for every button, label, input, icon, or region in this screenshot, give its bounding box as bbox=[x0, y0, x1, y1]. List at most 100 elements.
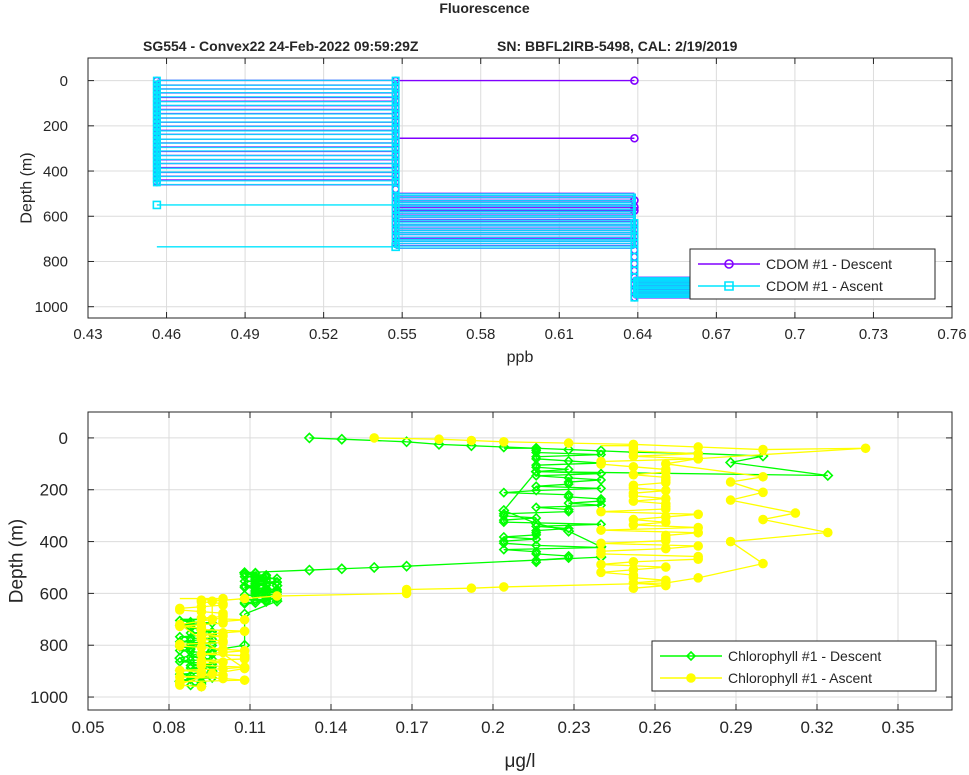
profile-segment bbox=[244, 595, 278, 600]
legend-marker bbox=[724, 259, 734, 269]
y-tick-label: 400 bbox=[43, 163, 68, 180]
data-point bbox=[261, 595, 272, 606]
profile-segment bbox=[730, 531, 828, 543]
data-point bbox=[531, 527, 542, 538]
figure-title: Fluorescence bbox=[439, 0, 530, 16]
data-point bbox=[531, 533, 542, 545]
data-point bbox=[303, 432, 316, 444]
profile-segment bbox=[179, 649, 213, 659]
y-axis-label: Depth (m) bbox=[19, 152, 36, 223]
profile-segment bbox=[633, 558, 699, 563]
profile-segment bbox=[600, 526, 699, 531]
data-point bbox=[563, 491, 574, 502]
profile-segment bbox=[503, 582, 666, 588]
y-tick-label: 0 bbox=[59, 429, 68, 448]
data-point bbox=[693, 442, 704, 452]
profile-segment bbox=[633, 497, 666, 502]
data-point bbox=[531, 557, 542, 568]
data-point bbox=[758, 471, 768, 482]
x-tick-label: 0.52 bbox=[309, 326, 338, 343]
data-point bbox=[498, 487, 509, 498]
profile-segment bbox=[568, 500, 602, 504]
y-tick-label: 1000 bbox=[30, 688, 68, 707]
profile-segment bbox=[762, 512, 796, 521]
data-point bbox=[595, 493, 607, 505]
data-point bbox=[628, 439, 639, 450]
profile-segment bbox=[600, 529, 699, 534]
data-point bbox=[630, 293, 639, 302]
data-point bbox=[498, 504, 510, 517]
data-point bbox=[660, 578, 671, 588]
data-point bbox=[758, 487, 768, 498]
profile-segment bbox=[568, 479, 602, 483]
legend-marker bbox=[686, 673, 696, 683]
data-point bbox=[530, 442, 542, 454]
profile-segment bbox=[503, 542, 537, 547]
profile-segment bbox=[633, 577, 666, 581]
series-cdom-ascent bbox=[152, 76, 878, 302]
legend: CDOM #1 - Descent CDOM #1 - Ascent bbox=[689, 248, 936, 300]
chart-2: 0.05 0.08 0.11 0.14 0.17 0.2 0.23 0.26 0.29 0.32 0… bbox=[7, 411, 953, 772]
profile-segment bbox=[600, 542, 699, 547]
legend-entry-label: CDOM #1 - Descent bbox=[766, 256, 892, 272]
x-ticks: 0.05 0.08 0.11 0.14 0.17 0.2 0.23 0.26 0.29 0.32 0… bbox=[71, 412, 915, 737]
x-tick-label: 0.08 bbox=[152, 718, 185, 737]
data-point bbox=[250, 598, 261, 609]
x-tick-label: 0.35 bbox=[881, 718, 914, 737]
data-point bbox=[498, 538, 509, 549]
profile-segment bbox=[633, 521, 666, 526]
data-point bbox=[530, 465, 542, 478]
profile-segment bbox=[244, 602, 256, 605]
profile-segment bbox=[600, 569, 634, 574]
profile-segment bbox=[665, 463, 764, 478]
profile-segment bbox=[633, 450, 699, 455]
data-point bbox=[196, 681, 207, 692]
data-point bbox=[563, 523, 574, 534]
profile-segment bbox=[600, 458, 699, 463]
profile-segment bbox=[568, 530, 602, 548]
y-ticks: 0 200 400 600 800 1000 bbox=[30, 429, 952, 707]
profile-segment bbox=[536, 522, 569, 532]
data-point bbox=[693, 573, 704, 583]
profile-segment bbox=[212, 667, 245, 675]
profile-segment bbox=[633, 516, 666, 521]
profile-segment bbox=[276, 592, 407, 597]
data-point bbox=[391, 242, 400, 252]
profile-segment bbox=[665, 545, 699, 550]
profile-segment bbox=[730, 476, 764, 483]
profile-segment bbox=[503, 491, 569, 496]
profile-segment bbox=[503, 509, 537, 525]
data-point bbox=[152, 200, 162, 210]
profile-segment bbox=[406, 556, 602, 567]
profile-segment bbox=[536, 506, 569, 511]
figure-subtitle-left: SG554 - Convex22 24-Feb-2022 09:59:29Z bbox=[143, 38, 419, 54]
x-tick-label: 0.17 bbox=[395, 718, 428, 737]
data-point bbox=[531, 485, 542, 496]
profile-segment bbox=[536, 458, 569, 462]
profile-segment bbox=[665, 513, 699, 518]
data-point bbox=[630, 133, 639, 143]
legend-entry-label: Chlorophyll #1 - Ascent bbox=[728, 670, 872, 686]
data-point bbox=[238, 567, 251, 579]
data-point bbox=[628, 583, 639, 594]
profile-segment bbox=[730, 481, 764, 493]
axes-box bbox=[87, 57, 953, 319]
data-point bbox=[434, 434, 444, 445]
profile-segment bbox=[698, 447, 866, 460]
profile-segment bbox=[536, 485, 602, 490]
profile-segment bbox=[698, 562, 764, 579]
y-tick-label: 1000 bbox=[35, 299, 68, 316]
profile-segment bbox=[633, 471, 666, 476]
data-point bbox=[563, 506, 574, 517]
profile-segment bbox=[179, 618, 213, 626]
x-tick-label: 0.32 bbox=[800, 718, 833, 737]
data-point bbox=[562, 525, 575, 537]
x-axis-label: μg/l bbox=[504, 751, 535, 772]
profile-segment bbox=[698, 446, 764, 451]
data-point bbox=[401, 588, 412, 599]
y-tick-label: 0 bbox=[60, 73, 68, 90]
profile-segment bbox=[600, 508, 666, 513]
profile-segment bbox=[730, 499, 796, 514]
x-tick-label: 0.55 bbox=[388, 326, 417, 343]
profile-segment bbox=[374, 437, 440, 440]
